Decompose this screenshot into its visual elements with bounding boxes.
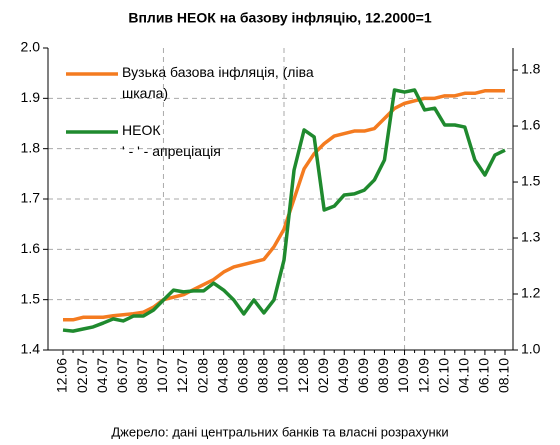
x-tick-label: 08.07 bbox=[134, 358, 150, 393]
series-line bbox=[63, 89, 505, 322]
x-tick-label: 12.09 bbox=[415, 358, 431, 393]
x-tick-label: 06.10 bbox=[476, 358, 492, 393]
x-tick-label: 10.08 bbox=[275, 358, 291, 393]
x-tick-label: 08.08 bbox=[255, 358, 271, 393]
x-tick-label: 02.09 bbox=[315, 358, 331, 393]
legend-label: НЕОК bbox=[122, 122, 161, 138]
x-tick-label: 04.10 bbox=[456, 358, 472, 393]
x-tick-label: 06.08 bbox=[235, 358, 251, 393]
chart-title: Вплив НЕОК на базову інфляцію, 12.2000=1 bbox=[128, 10, 431, 26]
y-tick-label: 1.7 bbox=[21, 190, 41, 206]
y-tick-label: 1.8 bbox=[21, 139, 41, 155]
x-tick-label: 08.09 bbox=[375, 358, 391, 393]
y-tick-label: 1.6 bbox=[21, 240, 41, 256]
x-tick-label: 02.08 bbox=[194, 358, 210, 393]
x-tick-label: 12.07 bbox=[174, 358, 190, 393]
y-tick-label: 1.5 bbox=[21, 290, 41, 306]
x-tick-label: 04.09 bbox=[335, 358, 351, 393]
series-line bbox=[62, 88, 506, 333]
x-tick-label: 02.07 bbox=[74, 358, 90, 393]
x-tick-label: 04.07 bbox=[94, 358, 110, 393]
y2-tick-label: 1.5 bbox=[521, 173, 541, 189]
x-tick-label: 04.08 bbox=[214, 358, 230, 393]
y2-tick-label: 1.8 bbox=[521, 61, 541, 77]
y2-tick-label: 1.6 bbox=[521, 117, 541, 133]
x-tick-label: 06.09 bbox=[355, 358, 371, 393]
x-tick-label: 10.07 bbox=[154, 358, 170, 393]
x-tick-label: 06.07 bbox=[114, 358, 130, 393]
x-tick-label: 02.10 bbox=[435, 358, 451, 393]
y2-tick-label: 1.3 bbox=[521, 229, 541, 245]
y-tick-label: 2.0 bbox=[21, 39, 41, 55]
x-tick-label: 12.08 bbox=[295, 358, 311, 393]
y-tick-label: 1.9 bbox=[21, 89, 41, 105]
y2-tick-label: 1.0 bbox=[521, 341, 541, 357]
x-tick-label: 12.06 bbox=[54, 358, 70, 393]
legend-label: Вузька базова інфляція, (ліва шкала) bbox=[122, 64, 314, 101]
y-tick-label: 1.4 bbox=[21, 341, 41, 357]
y2-tick-label: 1.2 bbox=[521, 285, 541, 301]
x-tick-label: 08.10 bbox=[496, 358, 512, 393]
x-tick-label: 10.09 bbox=[395, 358, 411, 393]
source: Джерело: дані центральних банків та влас… bbox=[111, 424, 448, 439]
annotation: ' - ' - апреціація bbox=[122, 143, 221, 159]
